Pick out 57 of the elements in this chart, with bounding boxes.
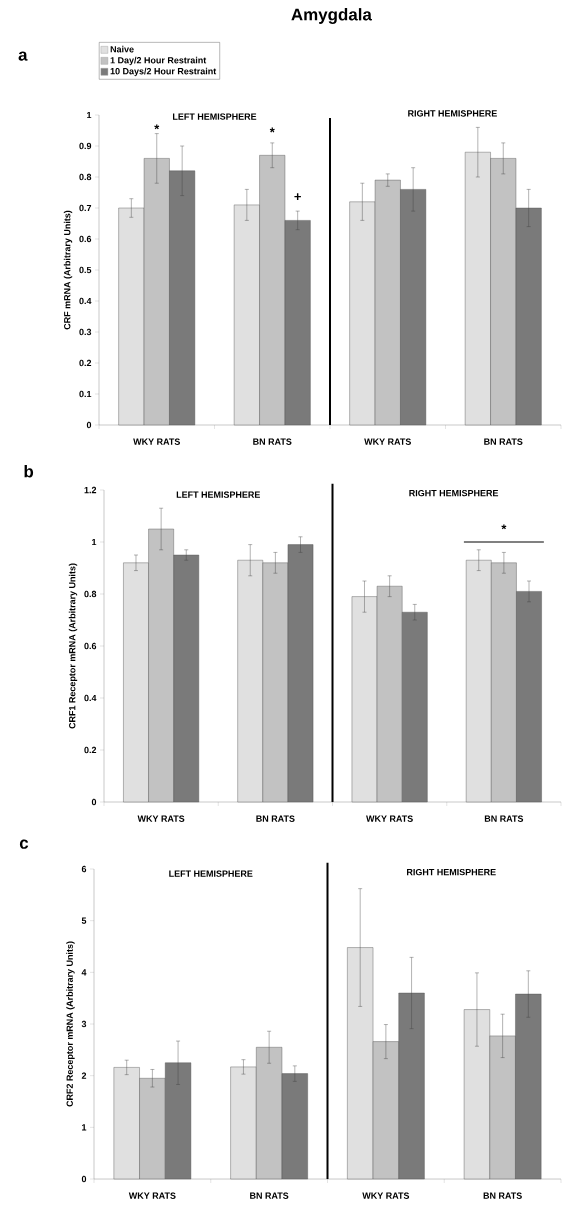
y-tick-label: 0.4 <box>84 694 97 702</box>
annotation: + <box>294 193 301 200</box>
y-tick-label: 0.6 <box>84 642 97 650</box>
annotation: RIGHT HEMISPHERE <box>407 868 496 876</box>
annotation: * <box>154 124 160 130</box>
y-tick-label: 1.2 <box>84 486 97 494</box>
y-tick-label: 0.4 <box>79 297 92 305</box>
legend-label: 1 Day/2 Hour Restraint <box>110 56 207 66</box>
x-tick-label: BN RATS <box>253 438 292 445</box>
y-tick-label: 0.7 <box>79 204 92 212</box>
x-tick-label: BN RATS <box>256 815 295 822</box>
text: c <box>19 839 29 849</box>
x-tick-label: BN RATS <box>250 1192 289 1199</box>
y-tick-label: 0.6 <box>79 235 92 243</box>
annotation: LEFT HEMISPHERE <box>176 491 260 498</box>
y-tick-label: 5 <box>81 917 87 924</box>
text: a <box>18 51 28 61</box>
y-tick-label: 0 <box>81 1175 87 1183</box>
y-tick-label: 2 <box>81 1072 87 1079</box>
x-tick-label: WKY RATS <box>366 815 413 822</box>
y-tick-label: 1 <box>87 111 92 119</box>
y-tick-label: 0.8 <box>84 590 97 598</box>
y-axis-title: CRF2 Receptor mRNA (Arbitrary Units) <box>66 941 75 1107</box>
x-tick-label: BN RATS <box>484 438 523 445</box>
x-tick-label: BN RATS <box>483 1192 522 1199</box>
chart-title: Amygdala <box>291 8 372 24</box>
text: b <box>24 465 34 478</box>
x-tick-label: WKY RATS <box>133 438 180 445</box>
annotation: RIGHT HEMISPHERE <box>409 489 499 497</box>
y-tick-label: 0.2 <box>79 359 92 367</box>
y-tick-label: 1 <box>92 538 97 546</box>
y-tick-label: 3 <box>81 1020 87 1028</box>
x-tick-label: WKY RATS <box>137 815 185 822</box>
y-tick-label: 4 <box>81 969 87 976</box>
y-tick-label: 0.3 <box>79 328 92 336</box>
y-tick-label: 6 <box>81 865 87 873</box>
annotation: RIGHT HEMISPHERE <box>408 110 497 117</box>
y-tick-label: 0 <box>91 798 97 806</box>
annotation: LEFT HEMISPHERE <box>173 113 257 120</box>
x-tick-label: WKY RATS <box>362 1192 410 1199</box>
y-tick-label: 0.1 <box>79 390 92 398</box>
legend-label: Naive <box>110 45 134 53</box>
y-axis-title: CRF mRNA (Arbitrary Units) <box>63 210 73 330</box>
legend-label: 10 Days/2 Hour Restraint <box>110 67 217 77</box>
x-tick-label: WKY RATS <box>128 1192 176 1199</box>
annotation: * <box>501 524 507 530</box>
y-axis-title: CRF1 Receptor mRNA (Arbitrary Units) <box>68 563 78 729</box>
y-tick-label: 1 <box>82 1124 87 1131</box>
x-tick-label: WKY RATS <box>364 438 411 445</box>
y-tick-label: 0.2 <box>84 746 97 754</box>
y-tick-label: 0 <box>86 421 92 429</box>
y-tick-label: 0.8 <box>79 173 92 181</box>
x-tick-label: BN RATS <box>484 815 524 822</box>
y-tick-label: 0.5 <box>79 266 92 274</box>
annotation: * <box>269 127 275 133</box>
y-tick-label: 0.9 <box>79 142 92 150</box>
annotation: LEFT HEMISPHERE <box>169 870 253 877</box>
